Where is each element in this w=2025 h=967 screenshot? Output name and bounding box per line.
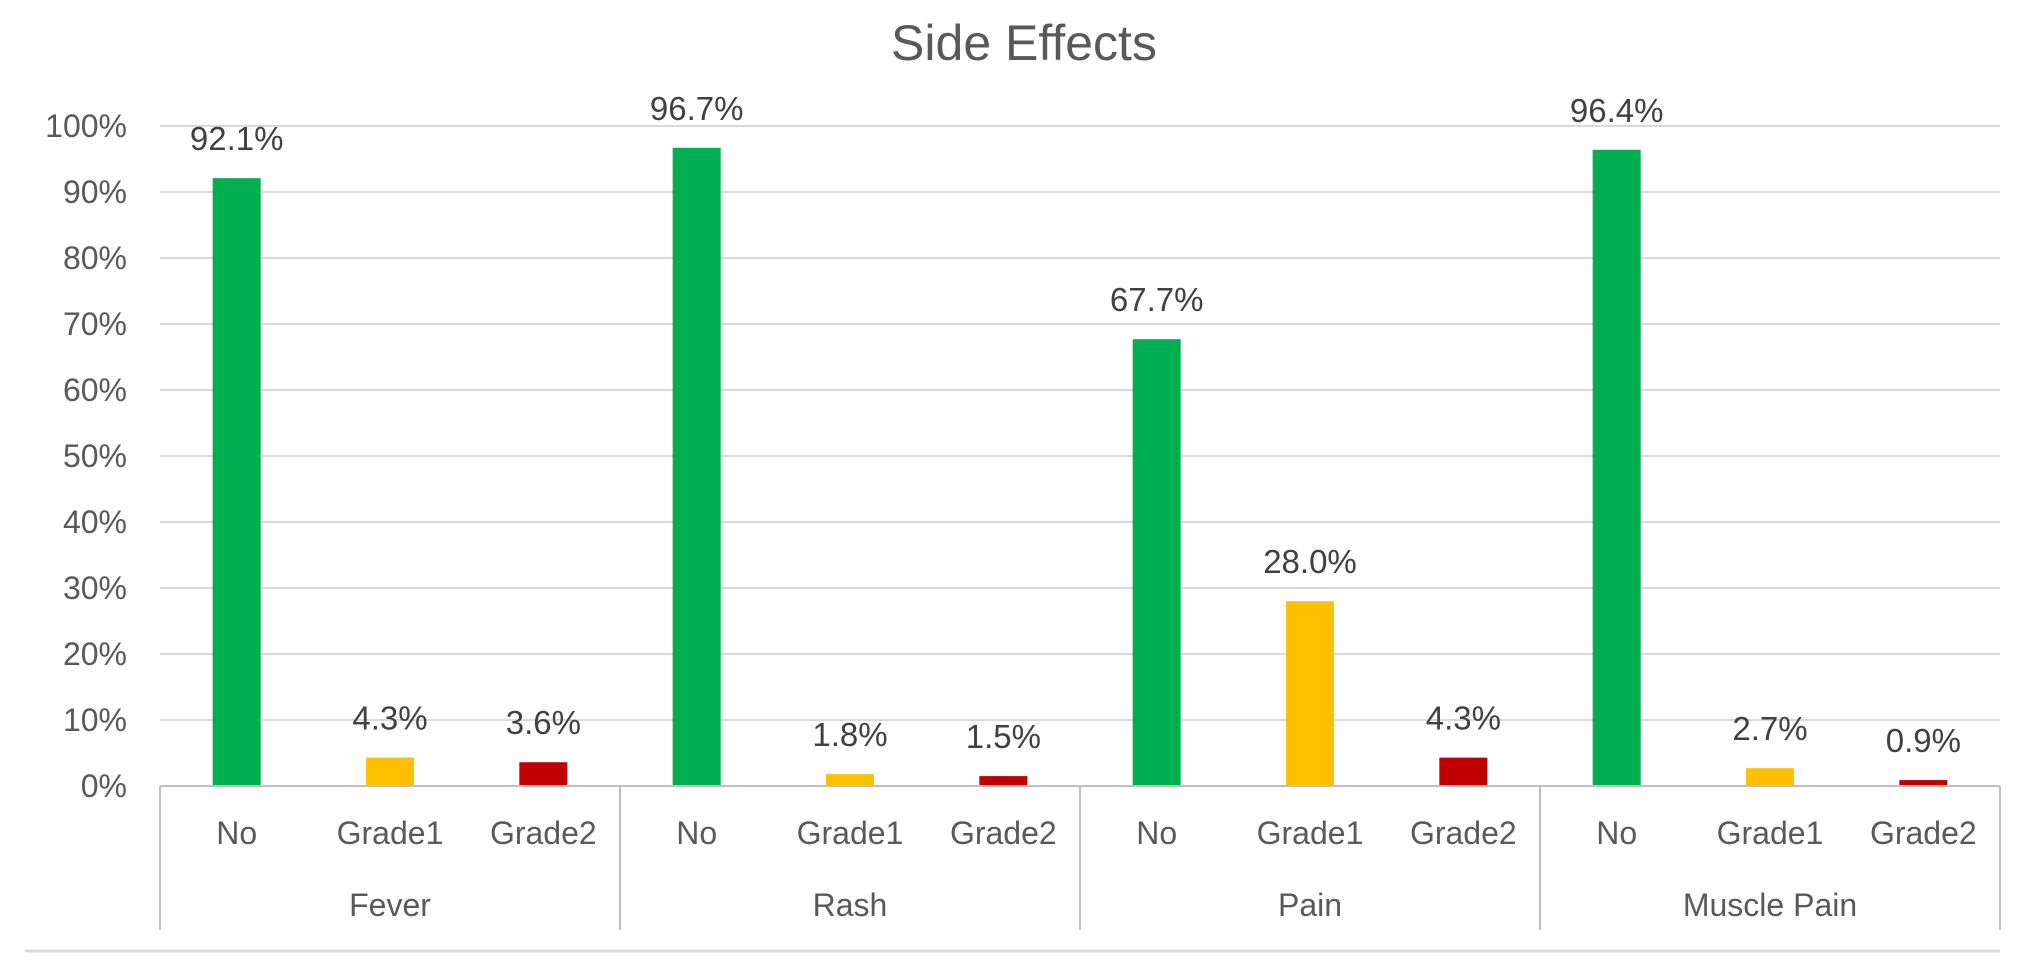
category-label: Grade1 bbox=[1257, 815, 1364, 851]
data-label: 2.7% bbox=[1732, 710, 1807, 747]
y-tick-label: 0% bbox=[81, 768, 127, 804]
y-tick-label: 20% bbox=[63, 636, 127, 672]
data-label: 1.8% bbox=[812, 716, 887, 753]
data-label: 4.3% bbox=[352, 700, 427, 737]
group-label: Fever bbox=[349, 887, 431, 923]
y-tick-label: 10% bbox=[63, 702, 127, 738]
bar bbox=[979, 776, 1028, 786]
bar bbox=[212, 178, 261, 786]
data-label: 96.4% bbox=[1570, 92, 1664, 129]
bar bbox=[826, 774, 874, 786]
category-label: No bbox=[1596, 815, 1637, 851]
group-label: Pain bbox=[1278, 887, 1342, 923]
category-label: Grade1 bbox=[1717, 815, 1824, 851]
bar bbox=[672, 147, 721, 786]
bar bbox=[1132, 339, 1181, 786]
y-tick-label: 60% bbox=[63, 372, 127, 408]
y-tick-label: 90% bbox=[63, 174, 127, 210]
bar bbox=[1899, 780, 1948, 786]
y-tick-label: 50% bbox=[63, 438, 127, 474]
data-label: 1.5% bbox=[966, 718, 1041, 755]
category-label: Grade1 bbox=[337, 815, 444, 851]
data-label: 0.9% bbox=[1886, 722, 1961, 759]
data-label: 3.6% bbox=[506, 704, 581, 741]
y-tick-label: 100% bbox=[45, 108, 127, 144]
bar bbox=[1286, 601, 1334, 786]
y-tick-label: 30% bbox=[63, 570, 127, 606]
data-label: 96.7% bbox=[650, 90, 744, 127]
group-label: Rash bbox=[813, 887, 888, 923]
category-label: Grade2 bbox=[950, 815, 1057, 851]
data-labels: 92.1% 4.3% 3.6% 96.7% 1.8% 1.5% 67.7% 28.0% 4.3%… bbox=[190, 90, 1961, 759]
bar bbox=[1439, 757, 1488, 786]
data-label: 67.7% bbox=[1110, 281, 1204, 318]
category-label: Grade2 bbox=[490, 815, 597, 851]
bar bbox=[1592, 149, 1641, 786]
bar bbox=[1746, 768, 1794, 786]
chart-title: Side Effects bbox=[891, 15, 1157, 71]
y-axis-ticks: 0% 10% 20% 30% 40% 50% 60% 70% 80% 90% 100% bbox=[45, 108, 127, 804]
category-label: No bbox=[676, 815, 717, 851]
data-label: 28.0% bbox=[1263, 543, 1357, 580]
group-label: Muscle Pain bbox=[1683, 887, 1857, 923]
y-tick-label: 80% bbox=[63, 240, 127, 276]
category-label: Grade2 bbox=[1870, 815, 1977, 851]
y-tick-label: 70% bbox=[63, 306, 127, 342]
category-label: No bbox=[216, 815, 257, 851]
bar bbox=[366, 757, 414, 786]
data-label: 4.3% bbox=[1426, 700, 1501, 737]
category-label: No bbox=[1136, 815, 1177, 851]
x-axis: No Grade1 Grade2 Fever No Grade1 Grade2 Rash No G… bbox=[25, 785, 2001, 953]
category-label: Grade2 bbox=[1410, 815, 1517, 851]
bars bbox=[212, 147, 1948, 786]
y-tick-label: 40% bbox=[63, 504, 127, 540]
data-label: 92.1% bbox=[190, 120, 284, 157]
gridlines bbox=[160, 125, 2000, 721]
category-label: Grade1 bbox=[797, 815, 904, 851]
bar bbox=[519, 762, 568, 786]
